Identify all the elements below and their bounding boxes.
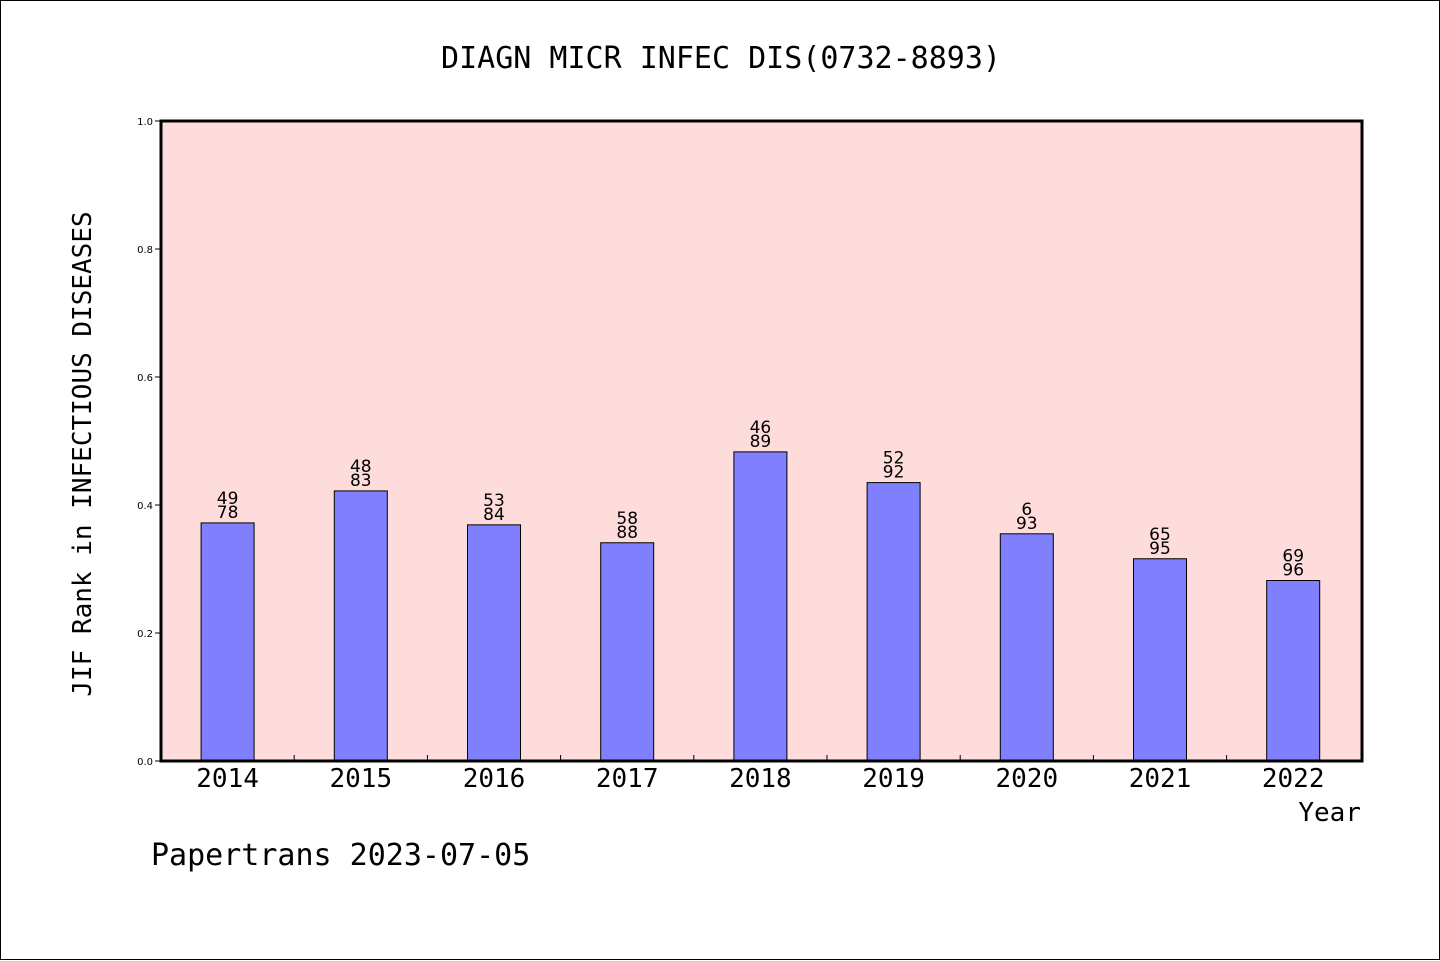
y-axis-label: JIF Rank in INFECTIOUS DISEASES — [68, 211, 98, 696]
x-tick-label: 2017 — [596, 764, 659, 794]
bar-label-total: 78 — [217, 503, 239, 523]
bar — [1266, 580, 1321, 762]
bar-label-total: 93 — [1016, 514, 1038, 534]
y-tick-label: 0.6 — [137, 373, 153, 384]
x-tick-label: 2015 — [329, 764, 392, 794]
bar — [999, 533, 1054, 762]
chart-title: DIAGN MICR INFEC DIS(0732-8893) — [441, 41, 1001, 76]
x-tick-label: 2016 — [463, 764, 526, 794]
x-axis-label: Year — [1298, 798, 1361, 828]
bar — [200, 522, 255, 762]
bar-label-rank: 69 — [1282, 547, 1304, 567]
x-tick-label: 2018 — [729, 764, 792, 794]
bar-label-total: 95 — [1149, 539, 1171, 559]
bar — [1133, 558, 1187, 762]
bar-label-total: 96 — [1282, 561, 1304, 581]
y-tick-label: 0.2 — [137, 629, 153, 640]
x-tick-label: 2014 — [196, 764, 259, 794]
y-axis: 0.0 0.2 0.4 0.6 0.8 1.0 — [137, 117, 161, 768]
bar-label-total: 84 — [483, 505, 505, 525]
bar-label-rank: 49 — [217, 489, 239, 509]
footer-credit: Papertrans 2023-07-05 — [151, 838, 530, 873]
bar — [866, 482, 921, 762]
x-tick-label: 2022 — [1262, 764, 1325, 794]
bar-label-rank: 46 — [750, 418, 772, 438]
x-tick-label: 2021 — [1129, 764, 1192, 794]
bar-label-rank: 52 — [883, 449, 905, 469]
y-tick-label: 0.0 — [137, 757, 153, 768]
x-tick-label: 2020 — [995, 764, 1058, 794]
bar-label-total: 89 — [750, 432, 772, 452]
bar — [733, 451, 788, 762]
plot-border — [159, 119, 1364, 763]
bar-label-rank: 65 — [1149, 525, 1171, 545]
bar-label-total: 83 — [350, 471, 372, 491]
bar — [333, 490, 388, 762]
bar-label-rank: 6 — [1021, 500, 1032, 520]
x-tick-label: 2019 — [862, 764, 925, 794]
bar-label-rank: 58 — [616, 509, 638, 529]
bar — [467, 524, 521, 762]
y-tick-label: 0.8 — [137, 245, 153, 256]
bar-label-rank: 53 — [483, 491, 505, 511]
bar-label-total: 88 — [616, 523, 638, 543]
y-tick-label: 0.4 — [137, 501, 153, 512]
bar-label-total: 92 — [883, 463, 905, 483]
bar — [600, 542, 655, 762]
y-tick-label: 1.0 — [137, 117, 153, 128]
bar-label-rank: 48 — [350, 457, 372, 477]
x-axis: 2014 2015 2016 2017 2018 2019 2020 2021 2022 — [196, 755, 1325, 794]
